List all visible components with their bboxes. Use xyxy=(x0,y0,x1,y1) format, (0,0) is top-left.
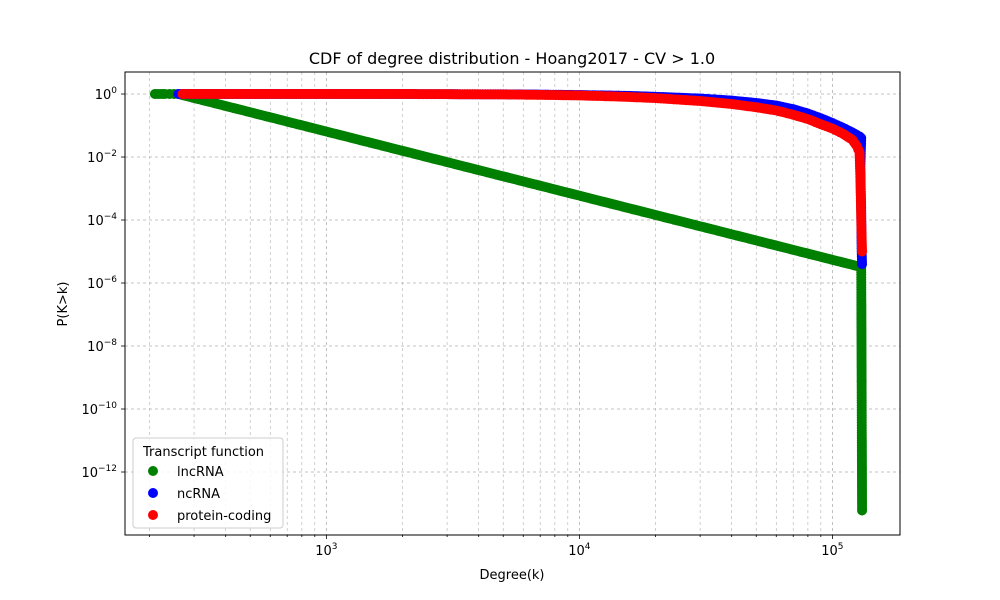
x-axis: 103 104 105 xyxy=(149,535,844,559)
legend: Transcript function lncRNA ncRNA protein… xyxy=(132,437,284,529)
legend-marker-lncrna xyxy=(148,466,158,476)
y-tick-label: 10−12 xyxy=(81,464,117,481)
y-tick-label: 10−4 xyxy=(87,212,117,229)
y-tick-label: 10−8 xyxy=(87,338,117,355)
y-tick-label: 10−2 xyxy=(87,149,117,166)
y-axis-label: P(K>k) xyxy=(56,282,71,327)
y-tick-label: 10−6 xyxy=(87,275,117,292)
data-point xyxy=(857,246,868,257)
x-tick-label: 103 xyxy=(315,542,337,559)
legend-marker-protein-coding xyxy=(148,510,158,520)
plot-frame xyxy=(124,71,901,536)
y-axis: 100 10−2 10−4 10−6 10−8 10−10 10−12 xyxy=(81,86,125,481)
series-protein-coding xyxy=(177,89,868,257)
legend-marker-ncrna xyxy=(148,488,158,498)
data-point xyxy=(857,505,868,516)
x-tick-label: 105 xyxy=(821,542,843,559)
x-axis-label: Degree(k) xyxy=(480,568,545,583)
legend-label-ncrna: ncRNA xyxy=(177,487,220,502)
series-layer xyxy=(149,89,868,516)
legend-label-lncrna: lncRNA xyxy=(177,465,224,480)
chart-title: CDF of degree distribution - Hoang2017 -… xyxy=(309,49,715,68)
y-tick-label: 100 xyxy=(95,86,118,103)
legend-title: Transcript function xyxy=(142,445,264,460)
y-tick-label: 10−10 xyxy=(81,401,117,418)
legend-box xyxy=(132,437,284,529)
legend-label-protein-coding: protein-coding xyxy=(177,509,271,524)
x-tick-label: 104 xyxy=(568,542,591,559)
data-point xyxy=(857,259,868,270)
